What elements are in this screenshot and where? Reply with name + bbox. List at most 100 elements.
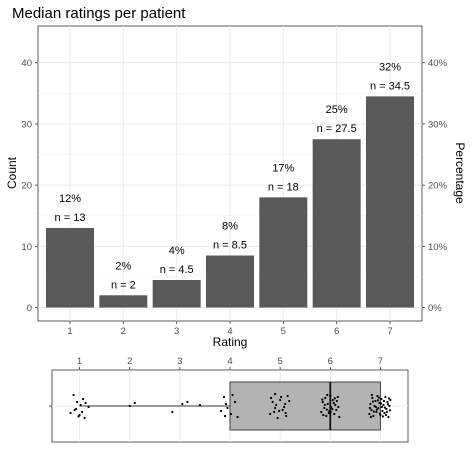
bar: [99, 295, 148, 308]
box-plot: 1 2 3 4 5 6 7: [49, 356, 409, 443]
jitter-point: [387, 415, 390, 419]
y2-tick-label: 10%: [428, 242, 448, 253]
jitter-point: [79, 403, 82, 407]
jitter-point: [326, 402, 329, 406]
box-marks: [79, 381, 381, 431]
jitter-point: [371, 396, 374, 400]
jitter-point: [335, 408, 338, 412]
jitter-point: [229, 412, 233, 416]
jitter-point: [376, 394, 379, 398]
jitter-point: [382, 403, 385, 407]
jitter-point: [381, 409, 384, 413]
jitter-point: [83, 416, 86, 420]
jitter-point: [380, 405, 384, 409]
chart-title: Median ratings per patient: [12, 5, 186, 22]
jitter-point: [374, 405, 378, 409]
jitter-point: [384, 395, 387, 399]
jitter-point: [219, 409, 223, 413]
jitter-point: [75, 400, 79, 404]
jitter-point: [370, 408, 373, 412]
count-label: n = 18: [268, 181, 299, 193]
jitter-point: [371, 400, 375, 403]
jitter-point: [372, 414, 375, 418]
y2-tick-label: 30%: [428, 119, 448, 130]
jitter-point: [324, 396, 327, 400]
jitter-point: [72, 393, 75, 397]
jitter-point: [186, 400, 189, 404]
jitter-point: [368, 412, 371, 416]
jitter-point: [377, 406, 380, 410]
jitter-point: [198, 403, 202, 407]
jitter-point: [285, 414, 288, 418]
jitter-point: [333, 397, 336, 400]
jitter-point: [326, 393, 329, 397]
jitter-point: [329, 394, 332, 398]
x-tick-label: 6: [334, 326, 339, 337]
jitter-point: [334, 403, 337, 407]
jitter-point: [384, 413, 388, 417]
y2-tick-label: 0%: [428, 303, 442, 314]
box-x-tick-label: 4: [227, 356, 232, 367]
jitter-point: [385, 410, 389, 414]
jitter-point: [128, 404, 131, 408]
bar-marks: [46, 96, 414, 308]
jitter-point: [171, 410, 174, 414]
bar-labels: n = 13 12% n = 2 2% n = 4.5 4% n = 8.5 8% n = 18…: [55, 61, 410, 291]
jitter-point: [386, 403, 390, 406]
jitter-point: [380, 397, 383, 401]
count-label: n = 8.5: [213, 240, 247, 252]
jitter-point: [322, 413, 325, 417]
jitter-point: [269, 412, 272, 416]
jitter-point: [325, 408, 328, 411]
bar: [46, 227, 94, 308]
percent-label: 17%: [272, 162, 294, 174]
jitter-point: [372, 410, 376, 413]
jitter-point: [369, 402, 372, 406]
jitter-point: [233, 400, 237, 404]
jitter-point: [80, 410, 84, 414]
jitter-point: [284, 411, 287, 415]
jitter-point: [381, 415, 385, 418]
x-tick-label: 4: [227, 326, 232, 337]
box-x-tick-label: 6: [328, 356, 333, 367]
percent-label: 8%: [222, 221, 238, 233]
jitter-point: [226, 406, 229, 410]
percent-label: 32%: [379, 61, 401, 73]
jitter-point: [385, 407, 388, 411]
jitter-point: [321, 398, 324, 401]
jitter-point: [278, 409, 281, 413]
count-label: n = 4.5: [160, 264, 194, 276]
jitter-point: [133, 401, 136, 405]
jitter-point: [288, 399, 291, 403]
jitter-point: [283, 405, 286, 409]
box-x-tick-label: 3: [177, 356, 182, 367]
count-label: n = 34.5: [370, 80, 410, 92]
jitter-point: [331, 407, 334, 411]
jitter-point: [280, 395, 283, 399]
jitter-point: [325, 414, 328, 418]
bar: [259, 197, 308, 308]
jitter-point: [368, 406, 371, 410]
jitter-point: [223, 414, 227, 418]
bar: [312, 139, 361, 308]
jitter-point: [69, 411, 72, 415]
box-x-tick-label: 7: [378, 356, 383, 367]
jitter-point: [382, 399, 386, 403]
jitter-point: [236, 415, 239, 419]
jitter-point: [222, 395, 226, 399]
jitter-point: [331, 398, 334, 402]
jitter-point: [369, 415, 372, 419]
bar: [206, 255, 254, 308]
y-tick-label: 20: [21, 181, 32, 192]
jitter-point: [323, 403, 326, 407]
bar-axes: 0 10 20 30 40 0% 10% 20% 30% 40% 1 2 3 4 5 6 7: [21, 58, 447, 337]
jitter-point: [376, 399, 380, 402]
bar: [366, 96, 414, 308]
percent-label: 12%: [59, 193, 81, 205]
jitter-point: [374, 399, 377, 403]
bar: [152, 279, 201, 308]
jitter-point: [332, 401, 335, 405]
jitter-point: [276, 416, 279, 420]
box-x-tick-label: 2: [127, 356, 132, 367]
y-tick-label: 30: [21, 119, 32, 130]
